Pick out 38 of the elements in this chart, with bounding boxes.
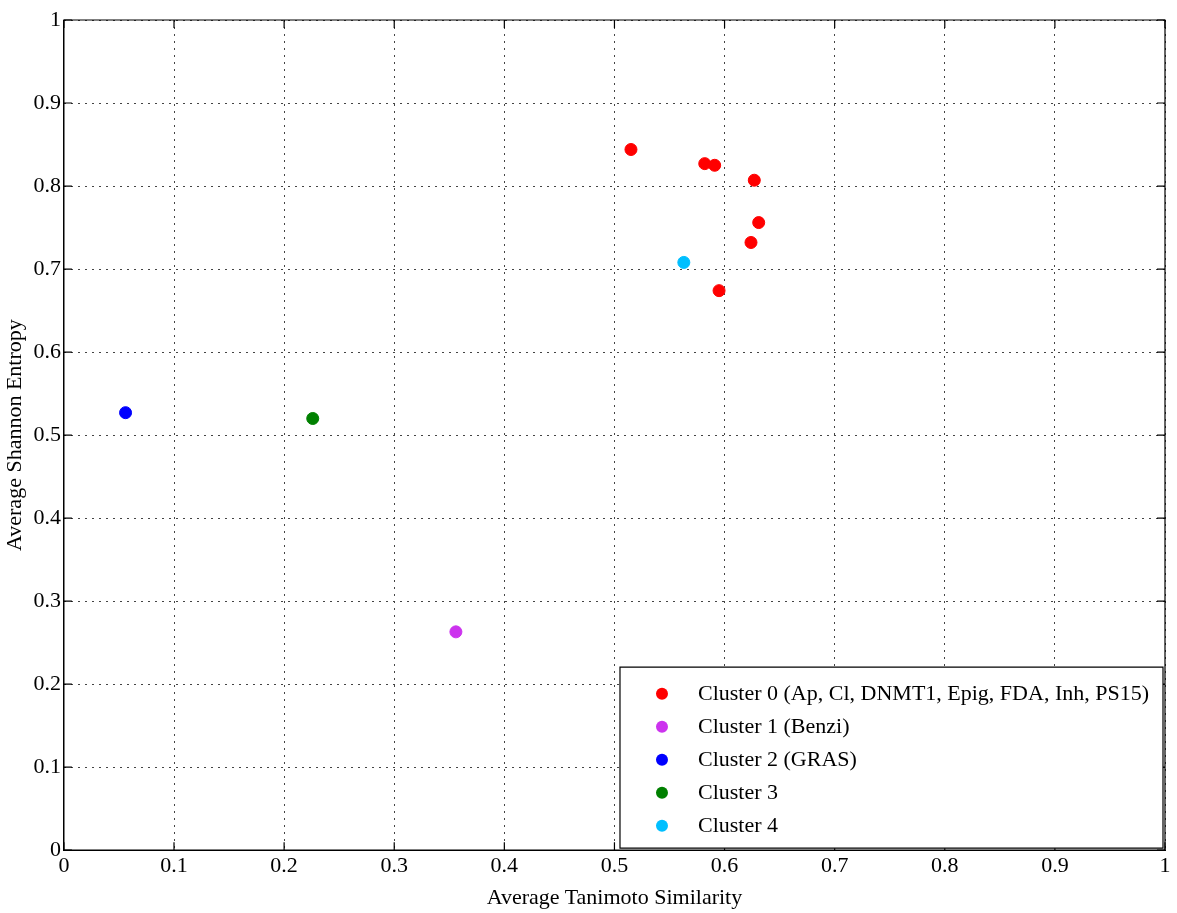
x-tick-label: 0.8 — [931, 852, 959, 878]
y-tick-label: 0.4 — [33, 503, 61, 529]
point — [306, 412, 320, 425]
legend-label: Cluster 0 (Ap, Cl, DNMT1, Epig, FDA, Inh, PS15) — [697, 680, 1149, 706]
x-tick-label: 0.5 — [600, 852, 629, 878]
y-tick-label: 0.9 — [33, 88, 61, 114]
legend-label: Cluster 4 — [697, 812, 779, 838]
y-tick-label: 1 — [49, 5, 61, 31]
x-tick-label: 0.2 — [270, 852, 298, 878]
point — [744, 235, 758, 249]
y-tick-label: 0.2 — [33, 669, 61, 695]
point — [677, 255, 691, 269]
x-axis-title: Average Tanimoto Similarity — [486, 883, 743, 909]
x-tick-label: 0.6 — [710, 852, 739, 878]
point — [752, 216, 766, 230]
y-tick-label: 0 — [49, 835, 61, 861]
y-axis-title: Average Shannon Entropy — [0, 319, 26, 551]
point — [708, 158, 722, 172]
y-tick-label: 0.6 — [33, 337, 61, 363]
x-tick-label: 0.4 — [490, 852, 519, 878]
point — [449, 625, 463, 639]
legend-label: Cluster 3 — [697, 779, 779, 805]
x-tick-label: 0.7 — [820, 852, 849, 878]
point — [119, 406, 133, 420]
x-tick-label: 1 — [1159, 852, 1171, 878]
x-tick-label: 0.9 — [1041, 852, 1069, 878]
point — [747, 173, 761, 187]
point — [624, 143, 638, 157]
legend-label: Cluster 2 (GRAS) — [697, 746, 857, 772]
y-tick-label: 0.1 — [33, 752, 61, 778]
y-tick-label: 0.5 — [33, 420, 61, 446]
y-tick-label: 0.3 — [33, 586, 61, 612]
point — [712, 284, 726, 298]
y-tick-label: 0.8 — [33, 171, 61, 197]
x-tick-label: 0.1 — [160, 852, 188, 878]
legend-label: Cluster 1 (Benzi) — [697, 713, 850, 739]
x-tick-label: 0.3 — [380, 852, 408, 878]
y-tick-label: 0.7 — [33, 254, 61, 280]
